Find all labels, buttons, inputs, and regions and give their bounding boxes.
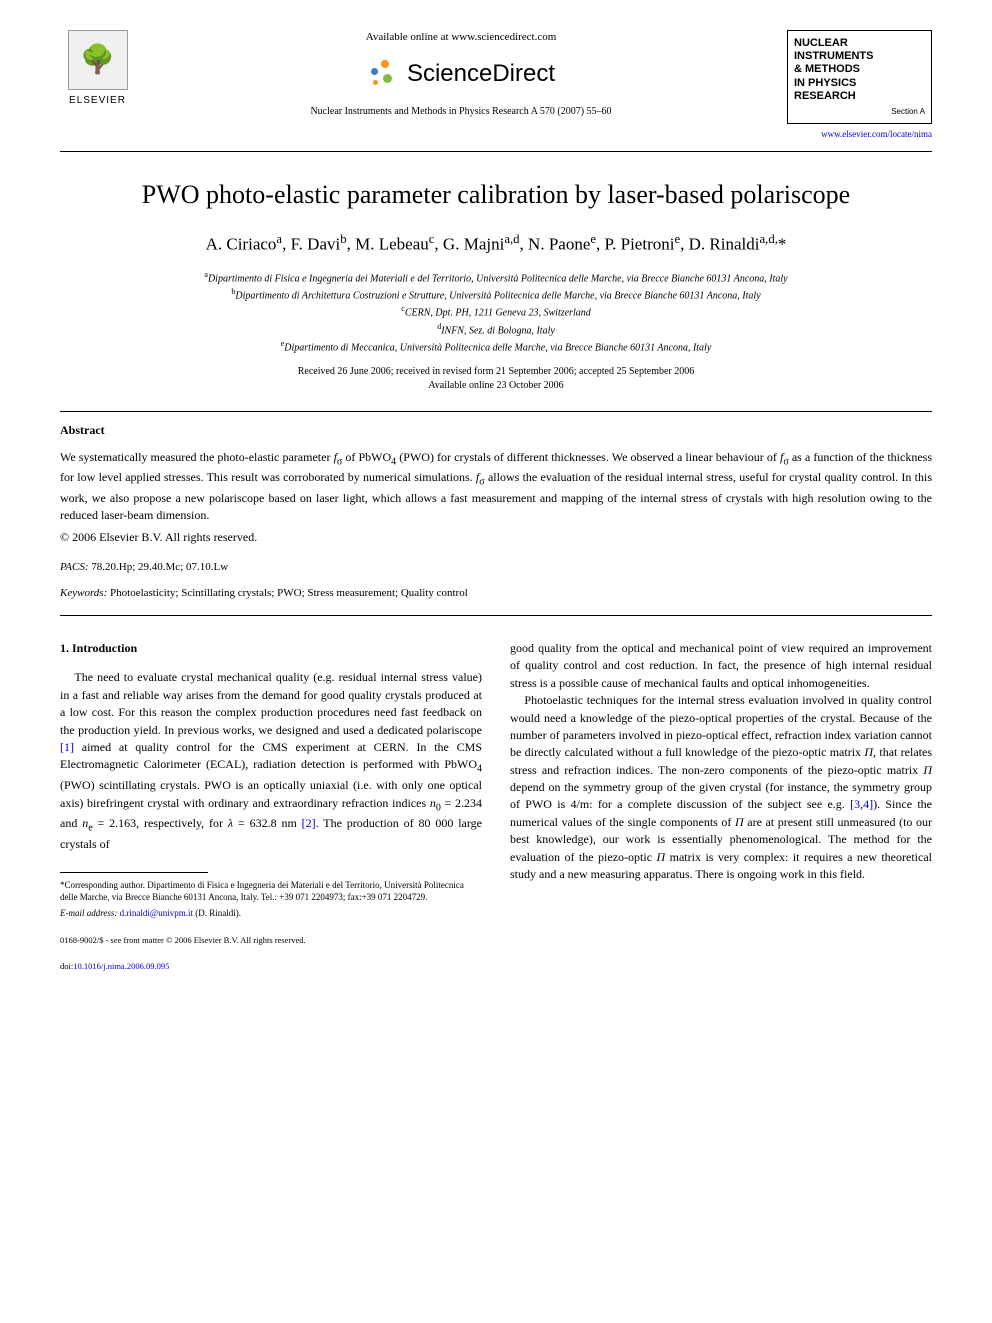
section-1-heading: 1. Introduction	[60, 640, 482, 657]
keywords-label: Keywords:	[60, 587, 107, 599]
affiliation-c: cCERN, Dpt. PH, 1211 Geneva 23, Switzerl…	[60, 303, 932, 320]
affiliation-e-text: Dipartimento di Meccanica, Università Po…	[284, 342, 711, 353]
email-link[interactable]: d.rinaldi@univpm.it	[120, 908, 193, 918]
email-author: (D. Rinaldi).	[195, 908, 241, 918]
affiliations: aDipartimento di Fisica e Ingegneria dei…	[60, 269, 932, 356]
section-1-para-1: The need to evaluate crystal mechanical …	[60, 669, 482, 853]
journal-box: NUCLEAR INSTRUMENTS & METHODS IN PHYSICS…	[787, 30, 932, 124]
corresponding-author-footnote: *Corresponding author. Dipartimento di F…	[60, 879, 482, 903]
journal-box-line5: RESEARCH	[794, 90, 856, 102]
elsevier-tree-icon	[68, 30, 128, 90]
journal-box-section: Section A	[794, 106, 925, 117]
section-1-para-3: Photoelastic techniques for the internal…	[510, 692, 932, 883]
elsevier-label: ELSEVIER	[69, 94, 126, 108]
elsevier-logo: ELSEVIER	[60, 30, 135, 115]
journal-box-line3: & METHODS	[794, 63, 860, 75]
dates-online: Available online 23 October 2006	[60, 379, 932, 393]
journal-url-link[interactable]: www.elsevier.com/locate/nima	[787, 128, 932, 141]
affiliation-d-text: INFN, Sez. di Bologna, Italy	[441, 325, 555, 336]
body-columns: 1. Introduction The need to evaluate cry…	[60, 640, 932, 973]
right-column: good quality from the optical and mechan…	[510, 640, 932, 973]
doi-link[interactable]: 10.1016/j.nima.2006.09.095	[73, 961, 169, 971]
keywords-list: Photoelasticity; Scintillating crystals;…	[110, 587, 468, 599]
journal-box-line2: INSTRUMENTS	[794, 50, 873, 62]
issn-line: 0168-9002/$ - see front matter © 2006 El…	[60, 934, 482, 946]
abstract-bottom-rule	[60, 615, 932, 616]
footnote-email-line: E-mail address: d.rinaldi@univpm.it (D. …	[60, 907, 482, 920]
authors-line: A. Ciriacoa, F. Davib, M. Lebeauc, G. Ma…	[60, 231, 932, 256]
email-label: E-mail address:	[60, 908, 117, 918]
abstract-top-rule	[60, 411, 932, 412]
abstract-heading: Abstract	[60, 422, 932, 439]
sciencedirect-icon	[367, 58, 399, 90]
affiliation-b-text: Dipartimento di Architettura Costruzioni…	[235, 290, 760, 301]
affiliation-e: eDipartimento di Meccanica, Università P…	[60, 338, 932, 355]
doi-line: doi:10.1016/j.nima.2006.09.095	[60, 960, 482, 972]
pacs-codes: 78.20.Hp; 29.40.Mc; 07.10.Lw	[91, 561, 228, 573]
section-1-para-2: good quality from the optical and mechan…	[510, 640, 932, 692]
header-row: ELSEVIER Available online at www.science…	[60, 30, 932, 141]
sciencedirect-text: ScienceDirect	[407, 57, 555, 91]
abstract-text: We systematically measured the photo-ela…	[60, 449, 932, 523]
affiliation-b: bDipartimento di Architettura Costruzion…	[60, 286, 932, 303]
affiliation-d: dINFN, Sez. di Bologna, Italy	[60, 321, 932, 338]
pacs-label: PACS:	[60, 561, 89, 573]
abstract-copyright: © 2006 Elsevier B.V. All rights reserved…	[60, 529, 932, 546]
center-header: Available online at www.sciencedirect.co…	[135, 30, 787, 119]
journal-box-title: NUCLEAR INSTRUMENTS & METHODS IN PHYSICS…	[794, 37, 925, 103]
affiliation-a-text: Dipartimento di Fisica e Ingegneria dei …	[208, 273, 788, 284]
footnote-separator	[60, 872, 208, 873]
journal-box-line1: NUCLEAR	[794, 37, 848, 49]
left-column: 1. Introduction The need to evaluate cry…	[60, 640, 482, 973]
dates: Received 26 June 2006; received in revis…	[60, 365, 932, 393]
journal-box-wrapper: NUCLEAR INSTRUMENTS & METHODS IN PHYSICS…	[787, 30, 932, 141]
keywords-line: Keywords: Photoelasticity; Scintillating…	[60, 586, 932, 601]
sciencedirect-logo: ScienceDirect	[155, 57, 767, 91]
affiliation-a: aDipartimento di Fisica e Ingegneria dei…	[60, 269, 932, 286]
doi-label: doi:	[60, 961, 73, 971]
paper-title: PWO photo-elastic parameter calibration …	[60, 177, 932, 213]
journal-reference: Nuclear Instruments and Methods in Physi…	[155, 105, 767, 119]
affiliation-c-text: CERN, Dpt. PH, 1211 Geneva 23, Switzerla…	[405, 308, 591, 319]
header-divider	[60, 151, 932, 152]
dates-received: Received 26 June 2006; received in revis…	[60, 365, 932, 379]
journal-box-line4: IN PHYSICS	[794, 77, 856, 89]
pacs-line: PACS: 78.20.Hp; 29.40.Mc; 07.10.Lw	[60, 560, 932, 575]
available-online-text: Available online at www.sciencedirect.co…	[155, 30, 767, 45]
